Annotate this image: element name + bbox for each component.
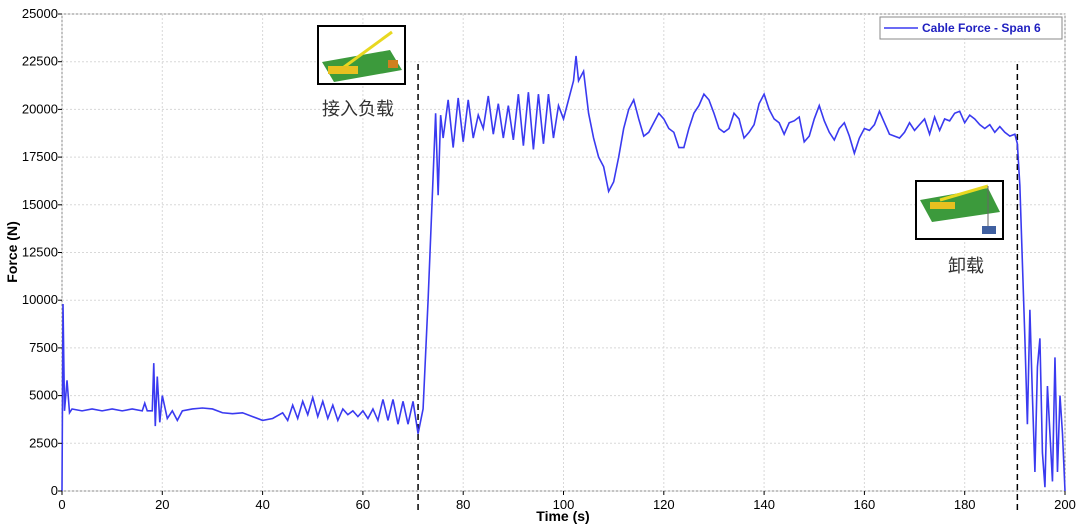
y-tick-label: 2500 [29, 435, 58, 450]
x-tick-label: 200 [1054, 497, 1076, 512]
x-tick-label: 160 [854, 497, 876, 512]
y-tick-label: 10000 [22, 292, 58, 307]
y-tick-label: 7500 [29, 340, 58, 355]
y-tick-label: 17500 [22, 149, 58, 164]
y-tick-label: 22500 [22, 54, 58, 69]
image-unload [915, 180, 1004, 240]
data-line [61, 55, 1066, 492]
y-tick-label: 12500 [22, 245, 58, 260]
x-tick-label: 40 [255, 497, 269, 512]
y-tick-label: 5000 [29, 388, 58, 403]
legend-box [879, 16, 1063, 40]
x-tick-label: 60 [356, 497, 370, 512]
y-tick-label: 0 [51, 483, 58, 498]
y-axis-label: Force (N) [4, 221, 20, 282]
legend-label: Cable Force - Span 6 [922, 21, 1041, 35]
x-axis-label: Time (s) [536, 508, 589, 524]
x-tick-label: 140 [753, 497, 775, 512]
legend: Cable Force - Span 6 [879, 16, 1063, 40]
annotation: 接入负载 [322, 99, 394, 119]
y-tick-label: 25000 [22, 6, 58, 21]
y-tick-label: 20000 [22, 101, 58, 116]
image-load [317, 25, 406, 85]
annotation: 卸载 [948, 256, 984, 276]
lines [61, 55, 1066, 510]
x-tick-label: 80 [456, 497, 470, 512]
x-tick-label: 0 [58, 497, 65, 512]
x-tick-label: 120 [653, 497, 675, 512]
x-tick-label: 100 [553, 497, 575, 512]
y-tick-label: 15000 [22, 197, 58, 212]
x-tick-label: 20 [155, 497, 169, 512]
x-tick-label: 180 [954, 497, 976, 512]
